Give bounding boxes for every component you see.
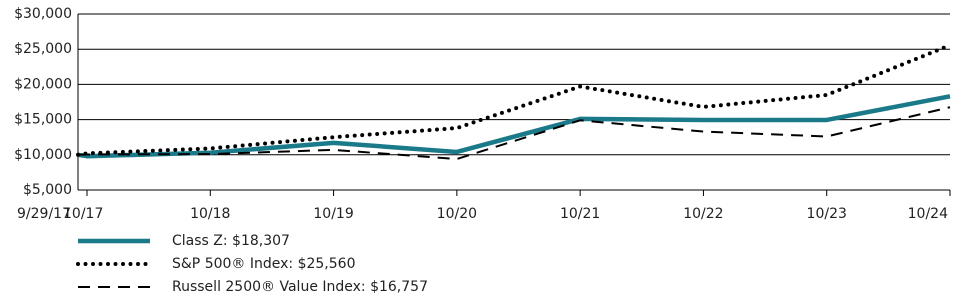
series-line	[77, 106, 951, 161]
y-tick-label: $5,000	[23, 182, 72, 198]
series-line	[77, 94, 951, 159]
x-tick-label: 10/23	[807, 206, 847, 222]
y-tick-label: $10,000	[14, 147, 72, 163]
x-tick-label: 9/29/17	[17, 206, 71, 222]
y-tick-label: $25,000	[14, 41, 72, 57]
y-tick-label: $30,000	[14, 6, 72, 22]
x-tick-label: 10/21	[560, 206, 600, 222]
x-tick-label: 10/24	[908, 206, 948, 222]
legend-label: Russell 2500® Value Index: $16,757	[172, 279, 428, 295]
x-tick-label: 10/20	[437, 206, 477, 222]
x-tick-label: 10/22	[683, 206, 723, 222]
x-tick-label: 10/19	[313, 206, 353, 222]
x-tick-label: 10/18	[190, 206, 230, 222]
legend-label: Class Z: $18,307	[172, 233, 290, 249]
y-tick-label: $15,000	[14, 112, 72, 128]
legend-label: S&P 500® Index: $25,560	[172, 256, 355, 272]
x-tick-label: 10/17	[63, 206, 103, 222]
y-tick-label: $20,000	[14, 76, 72, 92]
